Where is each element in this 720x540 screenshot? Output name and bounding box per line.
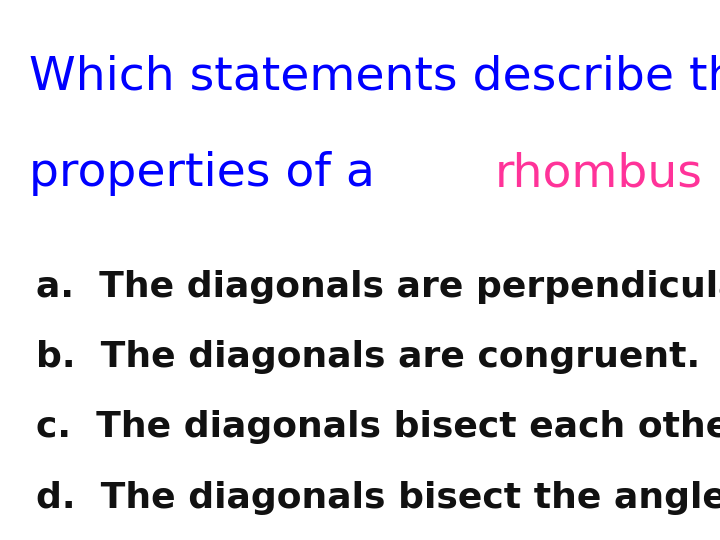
Text: c.  The diagonals bisect each other.: c. The diagonals bisect each other. <box>36 410 720 444</box>
Text: properties of a: properties of a <box>29 151 390 196</box>
Text: a.  The diagonals are perpendicular.: a. The diagonals are perpendicular. <box>36 270 720 304</box>
Text: Which statements describe the: Which statements describe the <box>29 54 720 99</box>
Text: d.  The diagonals bisect the angles.: d. The diagonals bisect the angles. <box>36 481 720 515</box>
Text: rhombus: rhombus <box>495 151 702 196</box>
Text: b.  The diagonals are congruent.: b. The diagonals are congruent. <box>36 340 700 374</box>
